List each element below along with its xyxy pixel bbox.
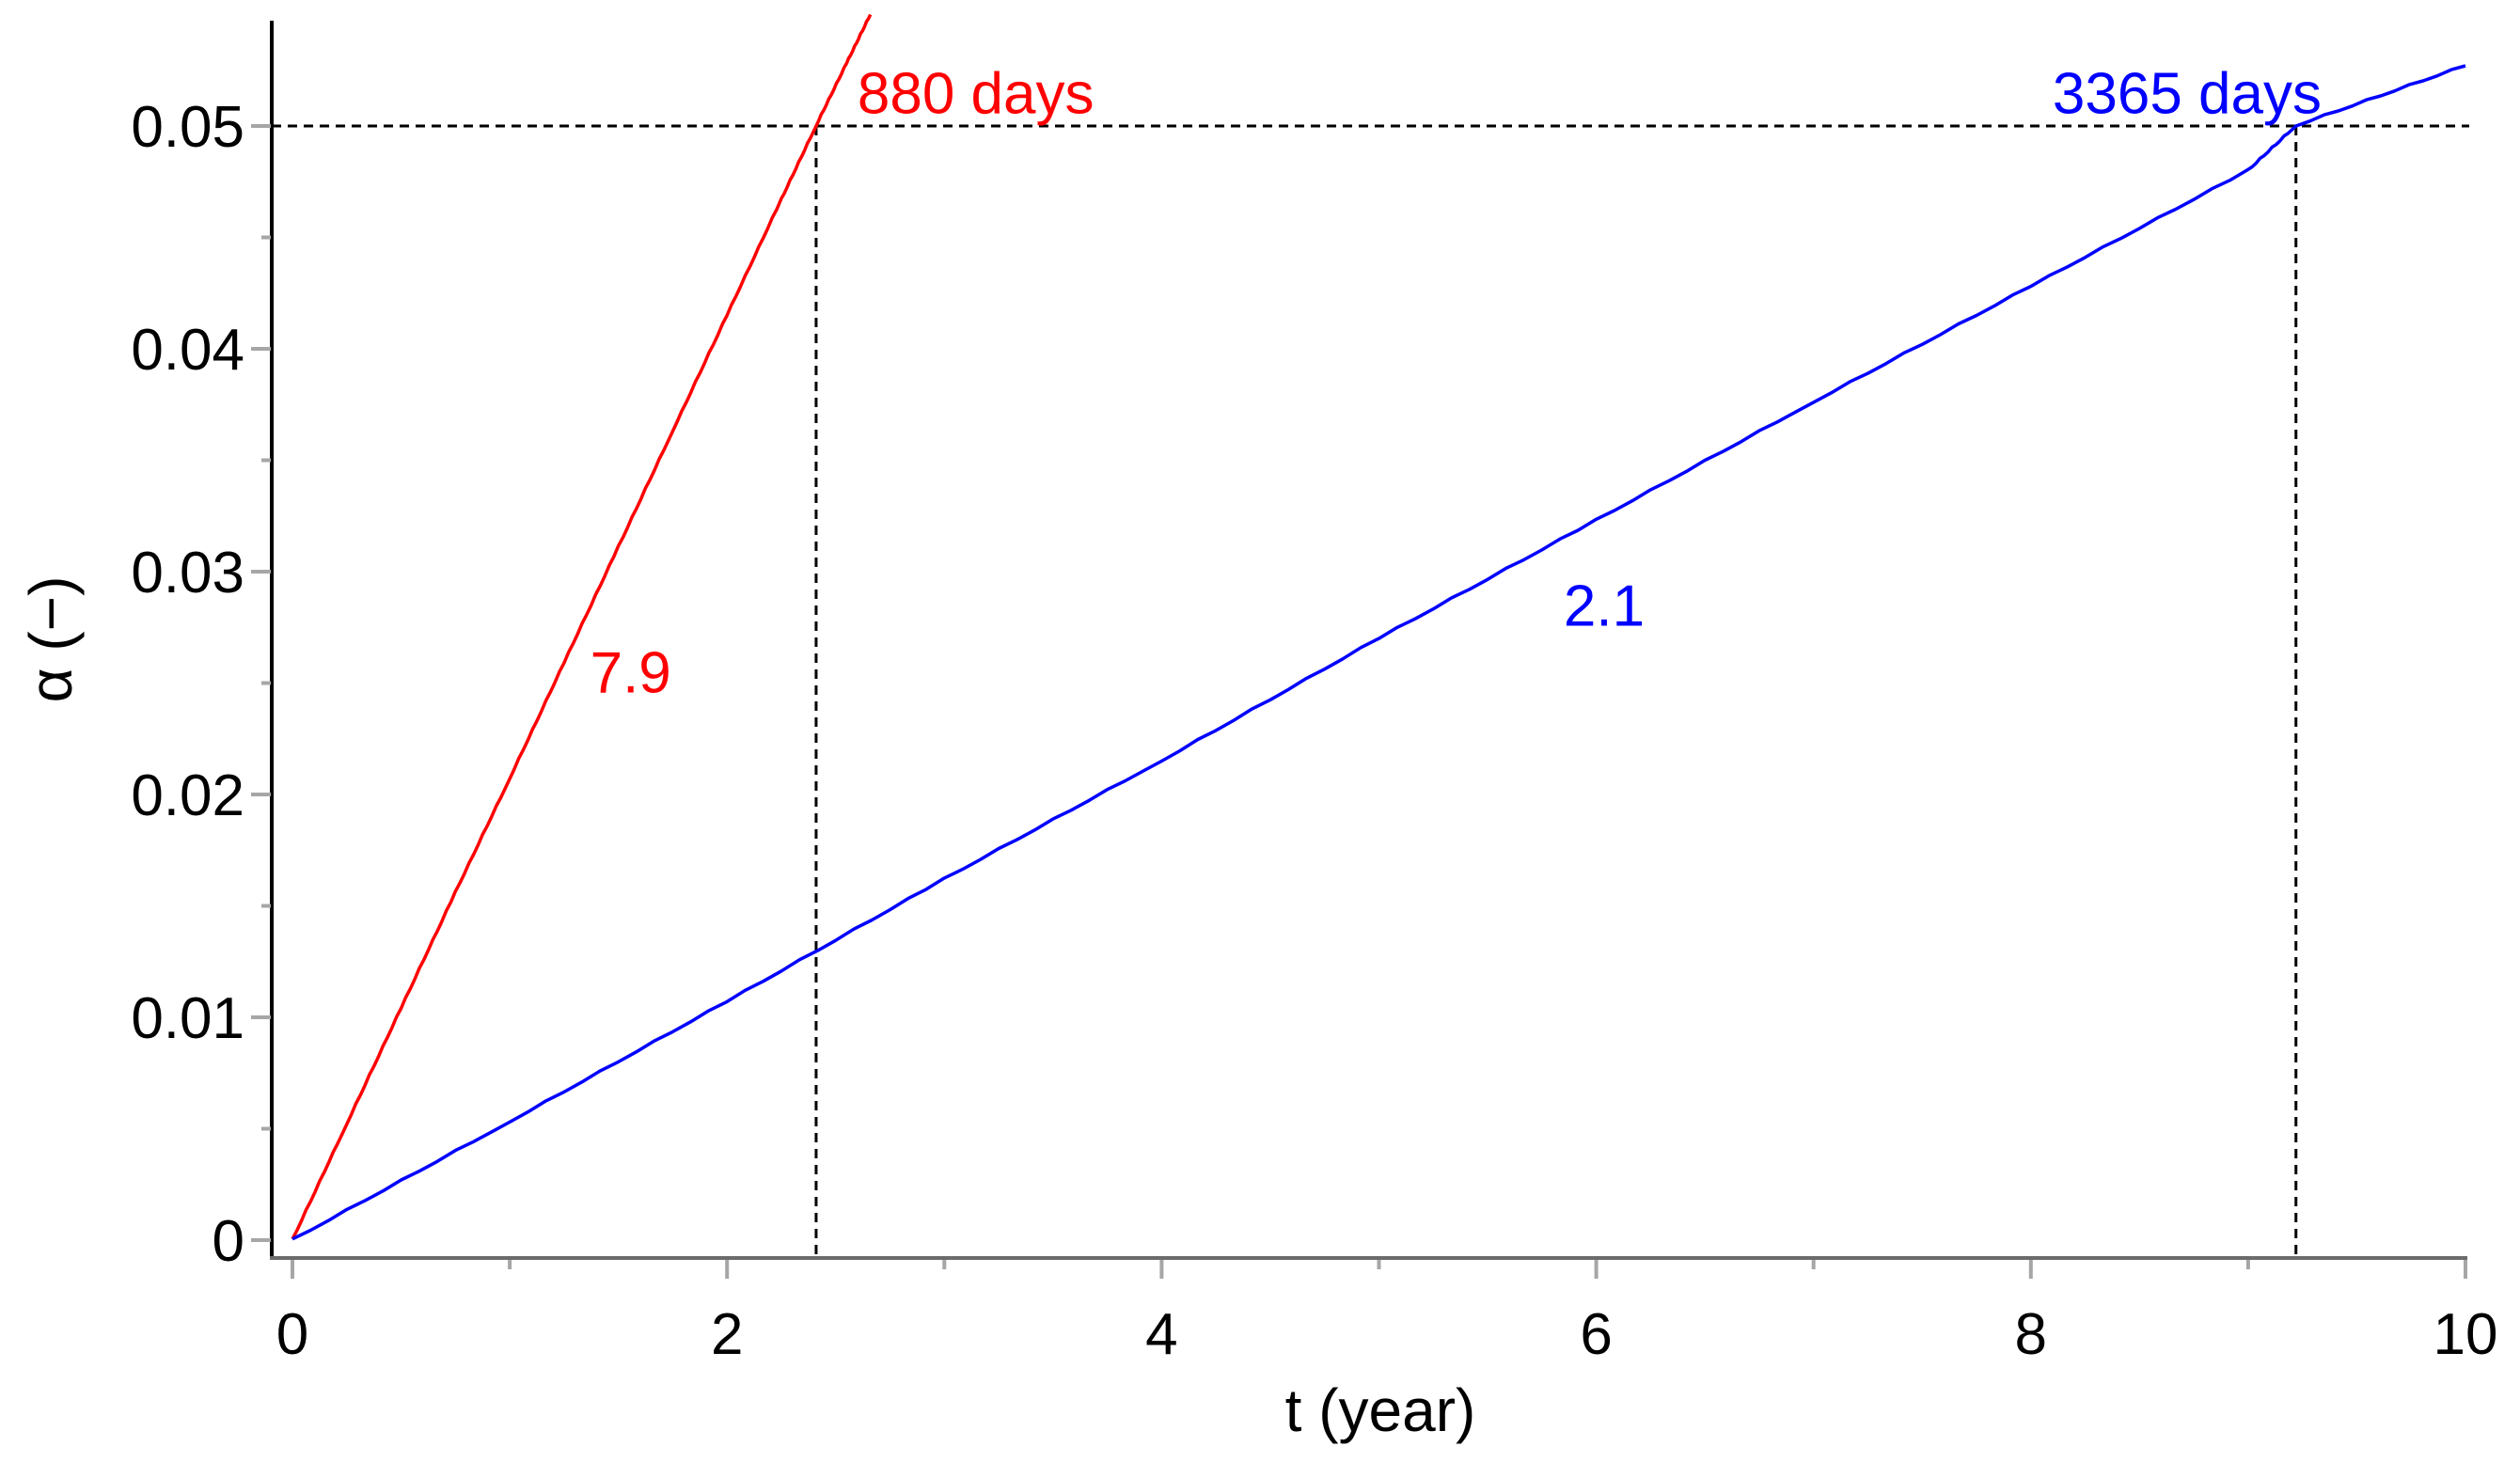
x-ticks: 0 2 4 6 8 10	[276, 1260, 2498, 1367]
y-ticks: 0 0.01 0.02 0.03 0.04 0.05	[131, 95, 271, 1274]
data-series	[291, 13, 2466, 1241]
x-tick-label: 10	[2433, 1302, 2498, 1367]
y-tick-label: 0.03	[131, 541, 244, 605]
annotation-label: 880 days	[858, 61, 1095, 126]
axes	[270, 21, 2467, 1260]
x-tick-label: 6	[1580, 1302, 1612, 1367]
annotations: 880 days 3365 days 7.9 2.1	[591, 61, 2322, 705]
y-tick-label: 0.05	[131, 95, 244, 160]
x-tick-label: 0	[276, 1302, 308, 1367]
series-line-7-9	[291, 13, 873, 1240]
x-tick-label: 4	[1145, 1302, 1177, 1367]
y-tick-label: 0.04	[131, 318, 244, 383]
reference-lines	[272, 124, 2469, 1260]
series-line-2-1	[291, 64, 2466, 1241]
x-axis-title: t (year)	[1285, 1376, 1476, 1444]
y-axis-title: α (−)	[17, 576, 85, 703]
annotation-label: 3365 days	[2053, 61, 2322, 126]
annotation-label: 2.1	[1564, 574, 1645, 639]
x-tick-label: 8	[2015, 1302, 2047, 1367]
y-tick-label: 0.02	[131, 763, 244, 828]
y-tick-label: 0	[213, 1209, 244, 1274]
annotation-label: 7.9	[591, 641, 671, 706]
x-tick-label: 2	[711, 1302, 743, 1367]
y-tick-label: 0.01	[131, 986, 244, 1051]
